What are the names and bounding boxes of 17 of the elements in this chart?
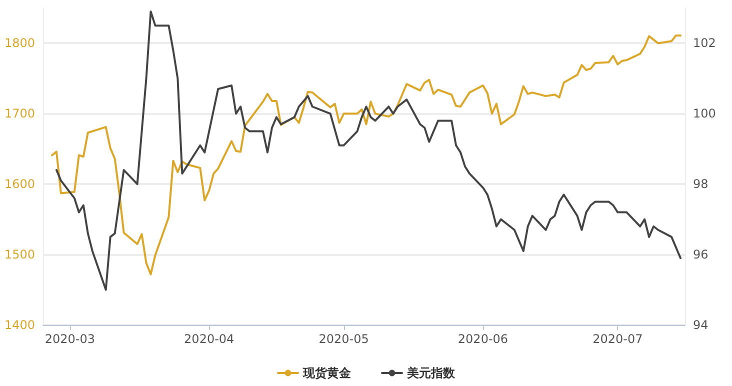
y-tick-label: 1500 — [4, 248, 35, 262]
x-tick-label: 2020-03 — [44, 332, 96, 346]
legend-label: 美元指数 — [406, 366, 456, 380]
x-tick-label: 2020-06 — [458, 332, 508, 346]
y2-tick-label: 98 — [693, 177, 708, 192]
y-tick-label: 1400 — [4, 318, 35, 332]
y2-tick-label: 96 — [693, 248, 708, 262]
y-tick-label: 1700 — [4, 106, 35, 121]
legend-label: 现货黄金 — [302, 366, 352, 380]
y2-tick-label: 100 — [693, 106, 716, 121]
x-tick-label: 2020-05 — [318, 332, 369, 346]
y2-tick-label: 94 — [693, 318, 708, 332]
x-tick-label: 2020-07 — [592, 332, 643, 346]
x-tick-label: 2020-04 — [184, 332, 234, 346]
y-tick-label: 1600 — [4, 177, 35, 192]
y2-tick-label: 102 — [693, 36, 716, 50]
y-tick-label: 1800 — [4, 36, 35, 50]
